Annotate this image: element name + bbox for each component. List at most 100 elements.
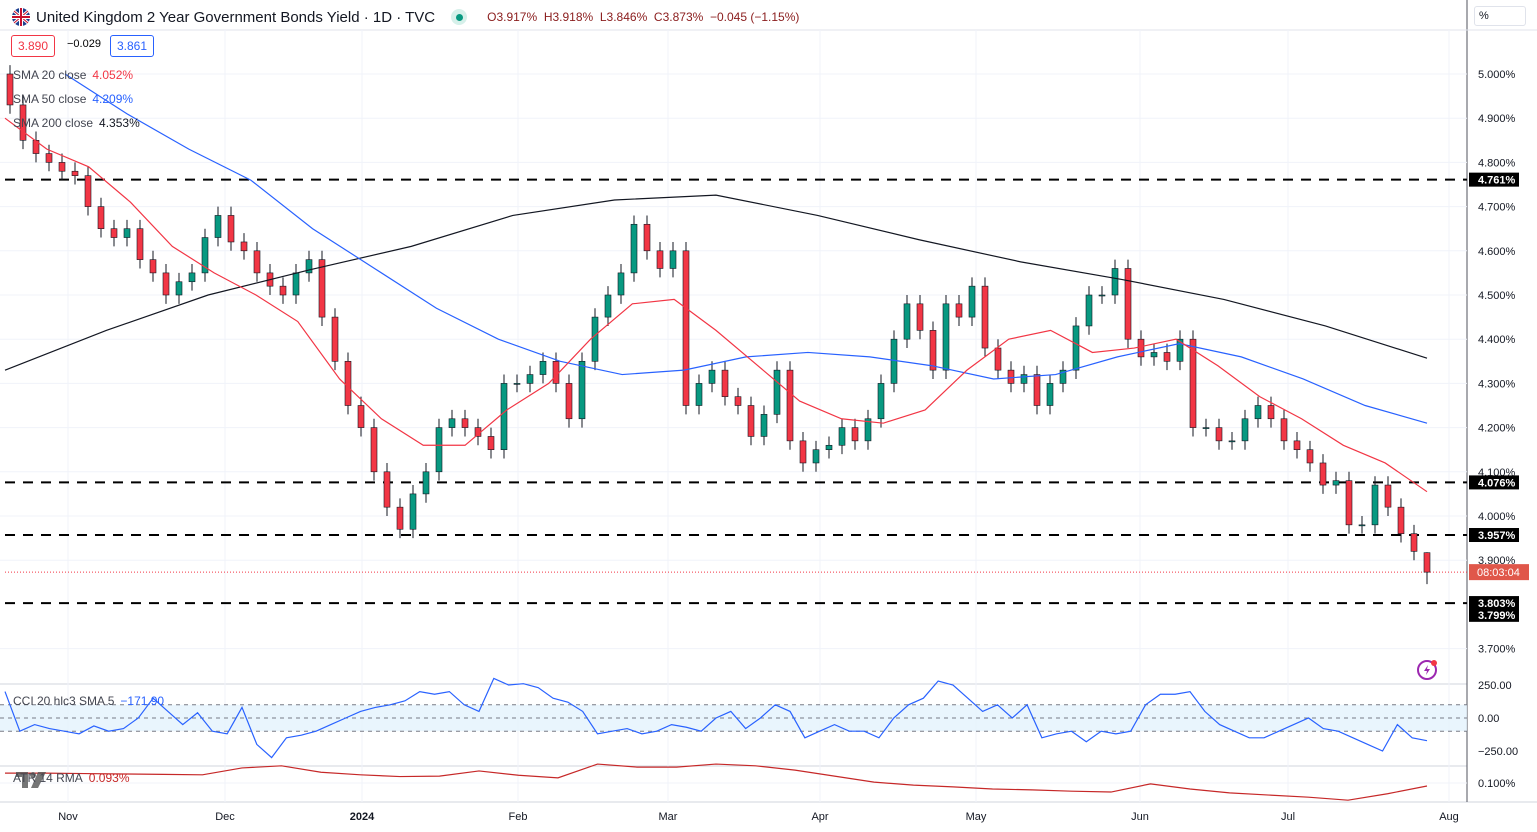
candle-body <box>136 228 144 260</box>
symbol-header: United Kingdom 2 Year Government Bonds Y… <box>12 8 799 26</box>
candle-body <box>448 418 456 428</box>
candle <box>1007 361 1015 393</box>
candle-body <box>19 104 27 141</box>
candle-body <box>1241 418 1249 442</box>
cci-tick-label: 250.00 <box>1478 680 1512 692</box>
candle-body <box>1085 294 1093 327</box>
sma20-value: 4.052% <box>92 68 134 82</box>
moving-averages <box>4 73 1428 493</box>
candle <box>1254 396 1262 428</box>
sell-price-button[interactable]: 3.890 <box>11 35 56 57</box>
candle <box>1085 286 1093 335</box>
candle-body <box>6 73 14 106</box>
candle <box>318 250 326 326</box>
candle-body <box>188 272 196 283</box>
candle-body <box>981 285 989 349</box>
candle-body <box>721 369 729 397</box>
candle <box>71 162 79 185</box>
candle <box>214 206 222 247</box>
candle-body <box>279 285 287 296</box>
candle <box>669 241 677 278</box>
x-tick-label: Nov <box>58 811 78 823</box>
price-axis[interactable]: 5.000% 4.900% 4.800% 4.700% 4.600% 4.500% 4.40… <box>1469 69 1529 790</box>
buy-price-button[interactable]: 3.861 <box>110 35 155 57</box>
legend-sma50[interactable]: SMA 50 close 4.209% <box>13 92 133 106</box>
symbol-title[interactable]: United Kingdom 2 Year Government Bonds Y… <box>36 8 436 26</box>
candle <box>864 409 872 450</box>
cci-tick-label: 0.00 <box>1478 713 1499 725</box>
candle-body <box>1163 352 1171 362</box>
candle-body <box>162 272 170 296</box>
candles <box>6 65 1431 585</box>
candle-body <box>422 471 430 495</box>
candle <box>1111 259 1119 304</box>
candle <box>721 361 729 406</box>
candle <box>305 250 313 282</box>
legend-atr[interactable]: ATR 14 RMA 0.093% <box>13 771 130 785</box>
percent-scale-button[interactable]: % <box>1474 6 1526 26</box>
candle <box>370 418 378 481</box>
cci-pane[interactable] <box>0 677 1467 759</box>
candle-body <box>1124 268 1132 340</box>
sma200-line <box>4 194 1428 371</box>
candle <box>500 374 508 459</box>
candle-body <box>58 162 66 172</box>
candle-body <box>929 330 937 371</box>
candle <box>344 352 352 415</box>
candle-body <box>773 369 781 415</box>
atr-label: ATR 14 RMA <box>13 771 83 785</box>
candle <box>630 215 638 282</box>
candle <box>825 436 833 459</box>
candle <box>357 396 365 437</box>
candle-body <box>214 215 222 238</box>
horizontal-levels[interactable] <box>5 178 1467 605</box>
candle <box>773 361 781 424</box>
candle <box>1319 454 1327 494</box>
x-tick-label: Apr <box>811 811 828 823</box>
market-status-icon[interactable] <box>451 9 468 25</box>
candle <box>253 241 261 282</box>
atr-pane[interactable] <box>0 763 1467 801</box>
candle-body <box>1228 440 1236 443</box>
candle <box>1371 476 1379 534</box>
x-tick-label: 2024 <box>350 811 375 823</box>
candle-body <box>1033 374 1041 406</box>
candle <box>513 374 521 393</box>
candle-body <box>1358 524 1366 527</box>
candle <box>19 96 27 150</box>
x-tick-label: Feb <box>509 811 528 823</box>
candle-body <box>877 383 885 420</box>
candle-body <box>1280 418 1288 442</box>
x-tick-label: Jun <box>1131 811 1149 823</box>
candle-body <box>45 153 53 163</box>
candle-body <box>578 360 586 420</box>
time-axis[interactable]: Nov Dec 2024 Feb Mar Apr May Jun Jul Aug <box>58 811 1459 823</box>
candle <box>383 462 391 516</box>
candle <box>123 219 131 247</box>
candle <box>877 374 885 428</box>
alert-icon[interactable] <box>1417 660 1437 680</box>
sma20-line <box>4 117 1428 493</box>
candle-body <box>487 436 495 451</box>
candle-body <box>357 405 365 428</box>
candle-body <box>591 316 599 362</box>
legend-sma20[interactable]: SMA 20 close 4.052% <box>13 68 133 82</box>
legend-cci[interactable]: CCI 20 hlc3 SMA 5 −171.90 <box>13 694 164 708</box>
candle-body <box>1046 383 1054 406</box>
candle-body <box>201 237 209 274</box>
candle <box>1163 343 1171 371</box>
candle <box>162 264 170 304</box>
y-tick-label: 4.600% <box>1478 246 1516 258</box>
candle-body <box>84 175 92 207</box>
candle <box>903 295 911 349</box>
sma200-value: 4.353% <box>99 116 140 130</box>
candle <box>487 427 495 459</box>
legend-sma200[interactable]: SMA 200 close 4.353% <box>13 116 140 130</box>
candle-body <box>1202 427 1210 429</box>
candle-body <box>383 471 391 508</box>
candle-body <box>305 259 313 274</box>
candle <box>890 330 898 393</box>
candle <box>643 215 651 260</box>
candle <box>149 250 157 282</box>
